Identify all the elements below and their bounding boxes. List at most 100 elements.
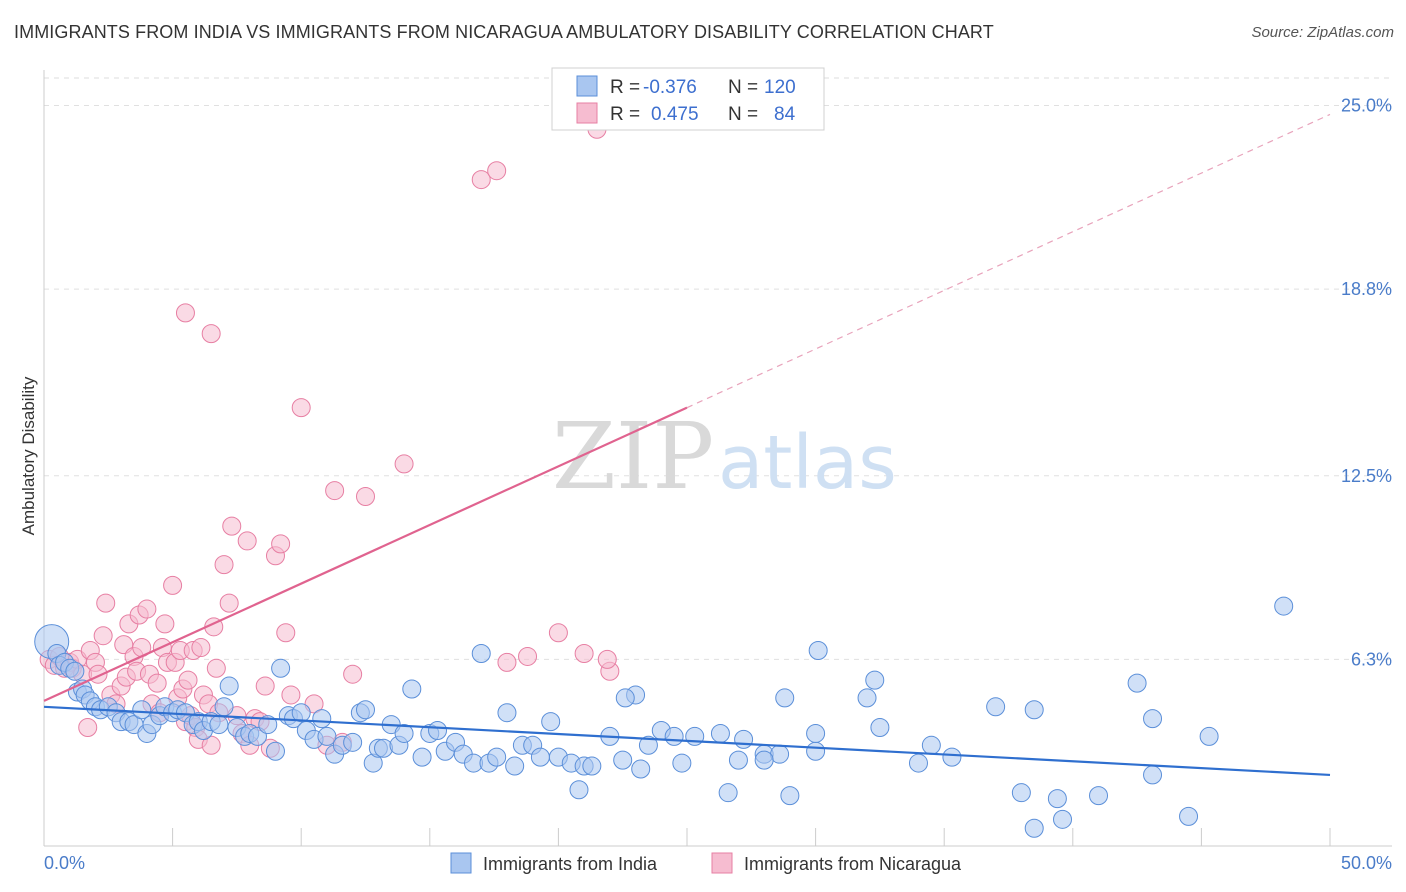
- india-point: [870, 718, 890, 738]
- india-point: [1011, 783, 1031, 803]
- y-tick-label: 6.3%: [1351, 649, 1392, 669]
- india-point: [1199, 726, 1219, 746]
- nicaragua-point: [155, 614, 175, 634]
- india-point: [631, 759, 651, 779]
- india-point: [374, 738, 394, 758]
- watermark-zip: ZIP: [552, 403, 714, 510]
- nicaragua-point: [175, 303, 195, 323]
- nicaragua-point: [574, 643, 594, 663]
- legend-nicaragua-r-value: 0.475: [651, 104, 699, 125]
- india-point: [65, 661, 85, 681]
- india-point: [986, 697, 1006, 717]
- india-point: [780, 786, 800, 806]
- nicaragua-point: [255, 676, 275, 696]
- nicaragua-points: [39, 119, 620, 758]
- india-point: [1127, 673, 1147, 693]
- nicaragua-point: [163, 575, 183, 595]
- india-point: [505, 756, 525, 776]
- india-point: [754, 750, 774, 770]
- india-point: [1024, 818, 1044, 838]
- nicaragua-point: [343, 664, 363, 684]
- bottom-legend-nicaragua-label: Immigrants from Nicaragua: [744, 854, 962, 874]
- nicaragua-point: [497, 652, 517, 672]
- grid: [44, 77, 1392, 660]
- india-point: [428, 720, 448, 740]
- india-point: [685, 726, 705, 746]
- india-point: [734, 729, 754, 749]
- x-tick-marks: [43, 828, 1331, 846]
- nicaragua-point: [597, 649, 617, 669]
- india-trend-line: [43, 705, 1331, 777]
- india-point: [921, 735, 941, 755]
- india-point: [718, 783, 738, 803]
- india-point: [1179, 806, 1199, 826]
- nicaragua-point: [548, 623, 568, 643]
- nicaragua-point: [214, 555, 234, 575]
- nicaragua-point: [191, 638, 211, 658]
- legend-swatch-india: [576, 75, 598, 97]
- watermark: ZIP atlas: [552, 403, 897, 510]
- india-point: [317, 726, 337, 746]
- india-point: [672, 753, 692, 773]
- india-point: [908, 753, 928, 773]
- nicaragua-point: [291, 398, 311, 418]
- india-point: [291, 703, 311, 723]
- nicaragua-trend-extension: [686, 113, 1331, 409]
- india-point: [857, 688, 877, 708]
- source-credit: Source: ZipAtlas.com: [1251, 24, 1394, 41]
- india-point: [1274, 596, 1294, 616]
- india-point: [1143, 709, 1163, 729]
- india-point: [402, 679, 422, 699]
- india-point: [258, 715, 278, 735]
- legend-swatch-nicaragua: [576, 102, 598, 124]
- x-tick-label-min: 0.0%: [44, 853, 85, 873]
- nicaragua-point: [178, 670, 198, 690]
- nicaragua-point: [137, 599, 157, 619]
- india-point: [530, 747, 550, 767]
- legend-india-r-label: R =: [610, 77, 640, 98]
- india-point: [569, 780, 589, 800]
- nicaragua-point: [201, 324, 221, 344]
- india-point: [412, 747, 432, 767]
- legend-box: R = -0.376 N = 120 R = 0.475 N = 84: [551, 67, 825, 131]
- nicaragua-point: [271, 534, 291, 554]
- nicaragua-point: [93, 626, 113, 646]
- nicaragua-point: [281, 685, 301, 705]
- india-points: [34, 596, 1294, 838]
- india-point: [541, 712, 561, 732]
- bottom-legend-swatch-india: [450, 852, 472, 874]
- nicaragua-point: [237, 531, 257, 551]
- legend-nicaragua-r-label: R =: [610, 104, 640, 125]
- india-point: [343, 732, 363, 752]
- y-tick-label: 25.0%: [1341, 96, 1392, 116]
- india-point: [615, 688, 635, 708]
- india-point: [497, 703, 517, 723]
- bottom-legend-india-label: Immigrants from India: [483, 854, 658, 874]
- nicaragua-point: [487, 161, 507, 181]
- watermark-atlas: atlas: [718, 420, 897, 506]
- nicaragua-point: [96, 593, 116, 613]
- india-point: [214, 697, 234, 717]
- india-point: [710, 723, 730, 743]
- nicaragua-point: [206, 658, 226, 678]
- bottom-legend-swatch-nicaragua: [711, 852, 733, 874]
- india-point: [132, 700, 152, 720]
- india-point: [1053, 809, 1073, 829]
- india-point: [312, 709, 332, 729]
- india-point: [728, 750, 748, 770]
- india-point: [865, 670, 885, 690]
- india-point: [471, 643, 491, 663]
- nicaragua-point: [471, 170, 491, 190]
- india-point: [1024, 700, 1044, 720]
- india-point: [942, 747, 962, 767]
- india-point: [356, 700, 375, 720]
- india-point: [271, 658, 291, 678]
- axes: [43, 70, 1392, 847]
- nicaragua-point: [219, 593, 239, 613]
- india-point: [219, 676, 239, 696]
- india-point: [1089, 786, 1109, 806]
- india-point: [394, 723, 414, 743]
- nicaragua-point: [78, 718, 98, 738]
- nicaragua-point: [356, 487, 375, 507]
- legend-nicaragua-n-label: N =: [728, 104, 758, 125]
